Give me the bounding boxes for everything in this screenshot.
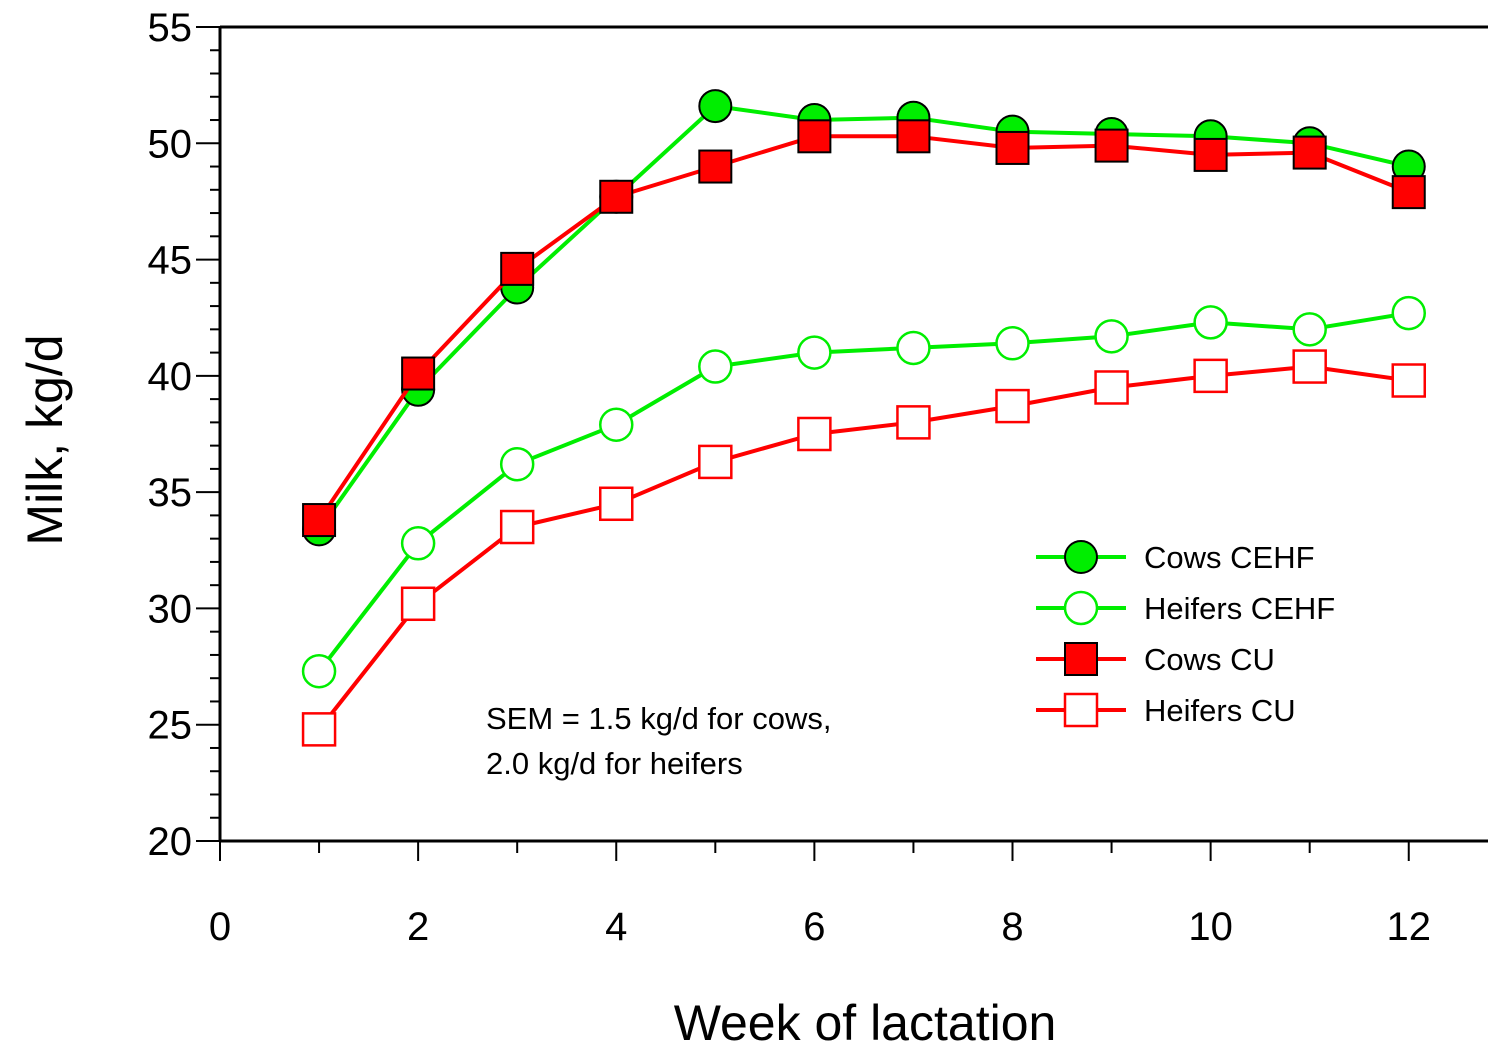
data-point xyxy=(1094,128,1129,163)
y-tick-label: 20 xyxy=(148,820,193,864)
y-tick-label: 35 xyxy=(148,471,193,515)
data-point xyxy=(698,444,733,480)
x-tick-label: 2 xyxy=(407,905,429,949)
data-point xyxy=(500,251,535,286)
data-point xyxy=(599,179,634,214)
legend-label: Cows CEHF xyxy=(1144,540,1315,575)
data-point xyxy=(995,388,1030,424)
y-tick-label: 55 xyxy=(148,6,193,50)
data-point xyxy=(1193,137,1228,172)
series-line xyxy=(317,134,1410,522)
data-point xyxy=(1391,363,1426,398)
legend-item: Heifers CEHF xyxy=(1036,590,1335,626)
data-point xyxy=(1193,358,1228,394)
data-point xyxy=(995,130,1030,165)
series-heifers-cehf xyxy=(301,295,1426,689)
data-point xyxy=(599,407,634,442)
x-tick-label: 12 xyxy=(1387,905,1432,949)
legend-label: Heifers CU xyxy=(1144,693,1296,728)
x-tick-label: 6 xyxy=(803,905,825,949)
legend-marker xyxy=(1063,590,1099,626)
legend: Cows CEHF Heifers CEHF Cows CU Heifers CU xyxy=(1036,540,1335,728)
legend-label: Heifers CEHF xyxy=(1144,591,1335,626)
series-cows-cu xyxy=(302,119,1426,538)
data-point xyxy=(499,446,535,482)
legend-item: Cows CU xyxy=(1036,642,1275,677)
y-axis-title: Milk, kg/d xyxy=(17,334,73,545)
y-tick-label: 25 xyxy=(148,704,193,748)
data-point xyxy=(797,416,832,452)
y-tick-label: 40 xyxy=(148,355,193,399)
data-point xyxy=(1391,295,1426,331)
sem-annotation: SEM = 1.5 kg/d for cows, 2.0 kg/d for he… xyxy=(486,701,831,781)
y-tick-label: 30 xyxy=(148,587,193,631)
legend-marker xyxy=(1064,642,1098,676)
data-point xyxy=(401,356,436,391)
data-point xyxy=(896,330,931,366)
data-point xyxy=(1292,312,1327,347)
data-point xyxy=(499,509,535,545)
y-tick-label: 50 xyxy=(148,122,193,166)
data-point xyxy=(1094,319,1129,354)
data-point xyxy=(1193,305,1228,340)
legend-item: Heifers CU xyxy=(1036,692,1296,728)
x-tick-label: 4 xyxy=(605,905,627,949)
data-point xyxy=(797,335,832,370)
x-axis-title: Week of lactation xyxy=(674,995,1057,1045)
data-point xyxy=(301,653,337,689)
data-point xyxy=(698,149,733,184)
annotation-line-2: 2.0 kg/d for heifers xyxy=(486,746,743,781)
data-point xyxy=(896,119,931,154)
x-tick-label: 0 xyxy=(209,905,231,949)
data-point xyxy=(302,503,337,538)
series-line xyxy=(317,104,1410,531)
series-layer xyxy=(301,89,1426,747)
data-point xyxy=(599,486,634,522)
x-tick-label: 10 xyxy=(1188,905,1233,949)
data-point xyxy=(1292,349,1327,384)
y-tick-label: 45 xyxy=(148,239,193,283)
data-point xyxy=(698,89,733,124)
data-point xyxy=(301,712,337,747)
x-tick-label: 8 xyxy=(1001,905,1023,949)
legend-marker xyxy=(1064,540,1098,574)
data-point xyxy=(400,526,436,561)
legend-label: Cows CU xyxy=(1144,642,1275,677)
data-point xyxy=(1292,135,1327,170)
legend-marker xyxy=(1063,692,1099,728)
data-point xyxy=(995,326,1030,361)
data-point xyxy=(1094,370,1129,405)
data-point xyxy=(797,119,832,154)
annotation-line-1: SEM = 1.5 kg/d for cows, xyxy=(486,701,831,736)
axes-layer: 20 25 30 35 40 45 50 55 0 2 4 6 8 10 12 xyxy=(148,6,1488,949)
legend-item: Cows CEHF xyxy=(1036,540,1315,575)
series-heifers-cu xyxy=(301,349,1426,747)
data-point xyxy=(896,405,931,440)
data-point xyxy=(698,349,733,384)
data-point xyxy=(400,586,436,622)
data-point xyxy=(1391,175,1426,210)
